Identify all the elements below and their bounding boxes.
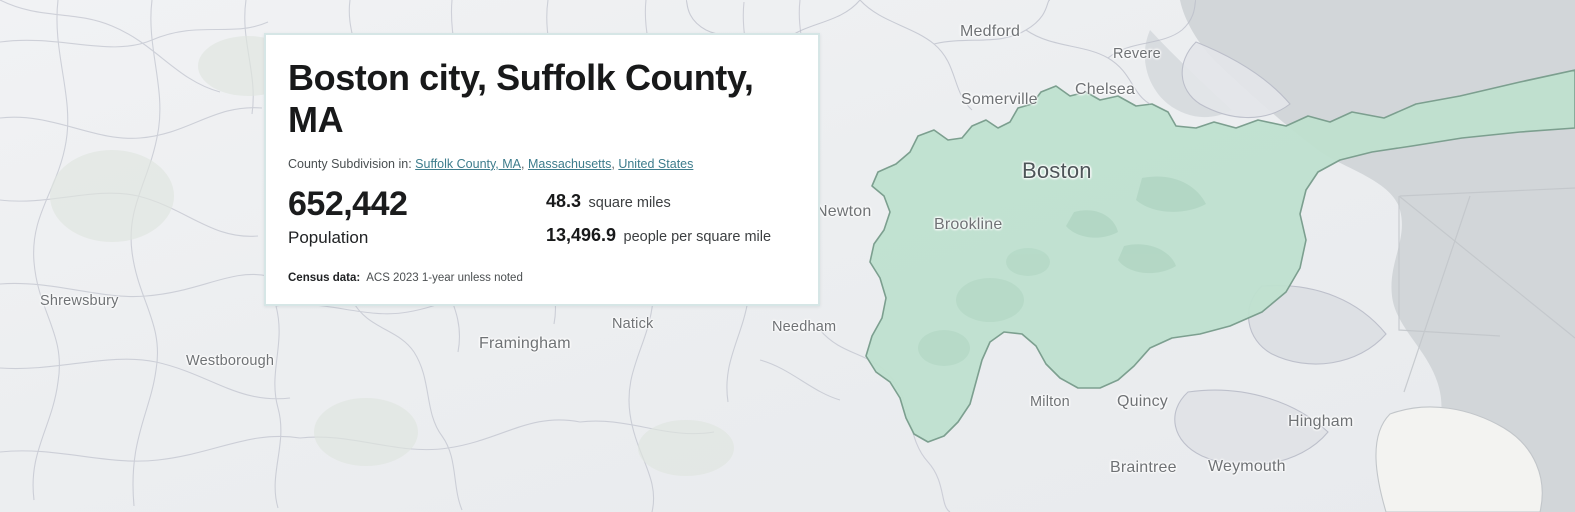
area-value: 48.3	[546, 191, 582, 212]
population-label: Population	[288, 227, 369, 247]
highlighted-region-boston[interactable]	[865, 69, 1575, 443]
population-value: 652,442	[288, 185, 408, 224]
map-neighbor-towns	[1174, 41, 1387, 466]
breadcrumb-link-state[interactable]: Massachusetts	[527, 156, 612, 171]
population-stat: 652,442 Population	[288, 186, 546, 248]
map-water-lines	[1398, 187, 1575, 393]
breadcrumb-sep-2: ,	[611, 156, 615, 171]
harbor-inlets	[1066, 176, 1206, 274]
place-info-card: Boston city, Suffolk County, MA County S…	[264, 33, 820, 306]
area-stat: 48.3 square miles	[546, 191, 792, 212]
density-stat: 13,496.9 people per square mile	[546, 225, 792, 246]
census-data-value: ACS 2023 1-year unless noted	[366, 271, 523, 284]
area-unit: square miles	[588, 195, 671, 212]
breadcrumb-link-country[interactable]: United States	[618, 156, 694, 171]
map-coastline	[1375, 406, 1543, 512]
census-data-label: Census data:	[288, 271, 361, 284]
breadcrumb: County Subdivision in: Suffolk County, M…	[288, 156, 792, 172]
density-unit: people per square mile	[623, 229, 772, 246]
stats-grid: 652,442 Population 48.3 square miles 13,…	[288, 186, 792, 248]
breadcrumb-sep-1: ,	[521, 156, 525, 171]
boston-parks	[918, 248, 1050, 366]
census-data-footnote: Census data: ACS 2023 1-year unless noted	[288, 272, 792, 284]
density-value: 13,496.9	[546, 225, 617, 246]
breadcrumb-prefix: County Subdivision in:	[288, 156, 412, 171]
measures-column: 48.3 square miles 13,496.9 people per sq…	[546, 186, 792, 248]
breadcrumb-link-county[interactable]: Suffolk County, MA	[415, 156, 522, 171]
page-title: Boston city, Suffolk County, MA	[288, 57, 754, 141]
